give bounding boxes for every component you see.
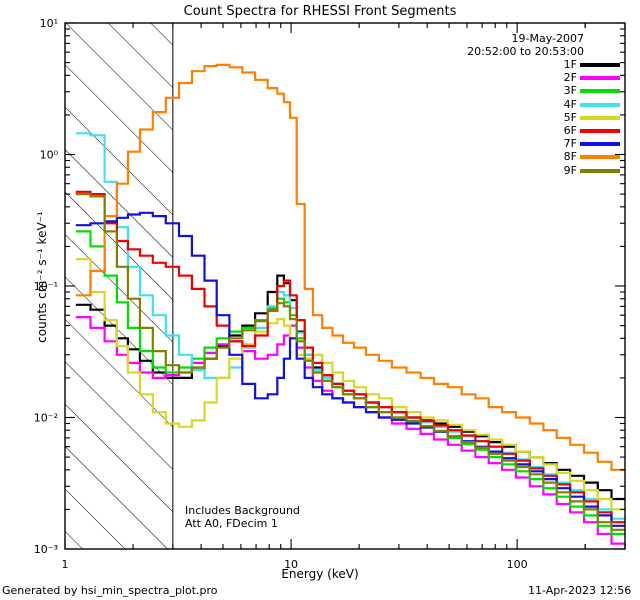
legend-label: 7F [563, 137, 577, 151]
annotation-includes-background: Includes Background [185, 504, 300, 517]
legend-label: 5F [563, 110, 577, 124]
legend-color-swatch [580, 102, 620, 107]
legend-color-swatch [580, 89, 620, 94]
x-tick-label: 10 [284, 558, 298, 571]
series-line-2f [75, 316, 625, 545]
series-line-5f [75, 258, 625, 511]
series-line-7f [75, 211, 625, 527]
legend-item-1f: 1F [440, 58, 625, 71]
series-line-8f [75, 63, 625, 471]
legend-color-swatch [580, 63, 620, 67]
legend-color-swatch [580, 142, 620, 147]
annotation-attenuator-state: Att A0, FDecim 1 [185, 517, 278, 530]
legend-label: 3F [563, 84, 577, 98]
legend-label: 1F [563, 58, 577, 71]
legend-item-8f: 8F [440, 150, 625, 163]
legend-label: 8F [563, 150, 577, 164]
legend-color-swatch [580, 76, 620, 81]
legend-item-4f: 4F [440, 98, 625, 111]
series-line-6f [75, 190, 625, 524]
y-tick-label: 10¹ [40, 17, 58, 30]
y-tick-label: 10⁻³ [34, 543, 58, 556]
legend-color-swatch [580, 129, 620, 133]
x-tick-label: 100 [507, 558, 528, 571]
observation-date: 19-May-2007 [511, 32, 584, 45]
y-tick-label: 10⁰ [40, 149, 59, 162]
legend-item-6f: 6F [440, 124, 625, 137]
series-line-9f [75, 193, 625, 531]
legend-label: 9F [563, 163, 577, 177]
hatched-low-energy-region [65, 23, 173, 549]
footer-timestamp: 11-Apr-2023 12:56 [528, 584, 632, 597]
footer-generator: Generated by hsi_min_spectra_plot.pro [2, 584, 218, 597]
observation-time-range: 20:52:00 to 20:53:00 [467, 45, 584, 58]
legend-item-7f: 7F [440, 137, 625, 150]
legend-label: 4F [563, 97, 577, 111]
y-tick-label: 10⁻² [34, 412, 58, 425]
y-tick-label: 10⁻¹ [34, 280, 58, 293]
legend-color-swatch [580, 115, 620, 120]
legend-item-3f: 3F [440, 84, 625, 97]
legend-label: 2F [563, 71, 577, 85]
legend-item-2f: 2F [440, 71, 625, 84]
legend-item-5f: 5F [440, 111, 625, 124]
legend-color-swatch [580, 155, 620, 160]
legend-label: 6F [563, 124, 577, 137]
page-title: Count Spectra for RHESSI Front Segments [183, 4, 457, 19]
x-axis-label: Energy (keV) [281, 567, 359, 581]
y-axis-label: counts cm⁻² s⁻¹ keV⁻¹ [35, 211, 49, 343]
x-tick-label: 1 [62, 558, 69, 571]
legend-color-swatch [580, 168, 620, 173]
legend-item-9f: 9F [440, 164, 625, 177]
